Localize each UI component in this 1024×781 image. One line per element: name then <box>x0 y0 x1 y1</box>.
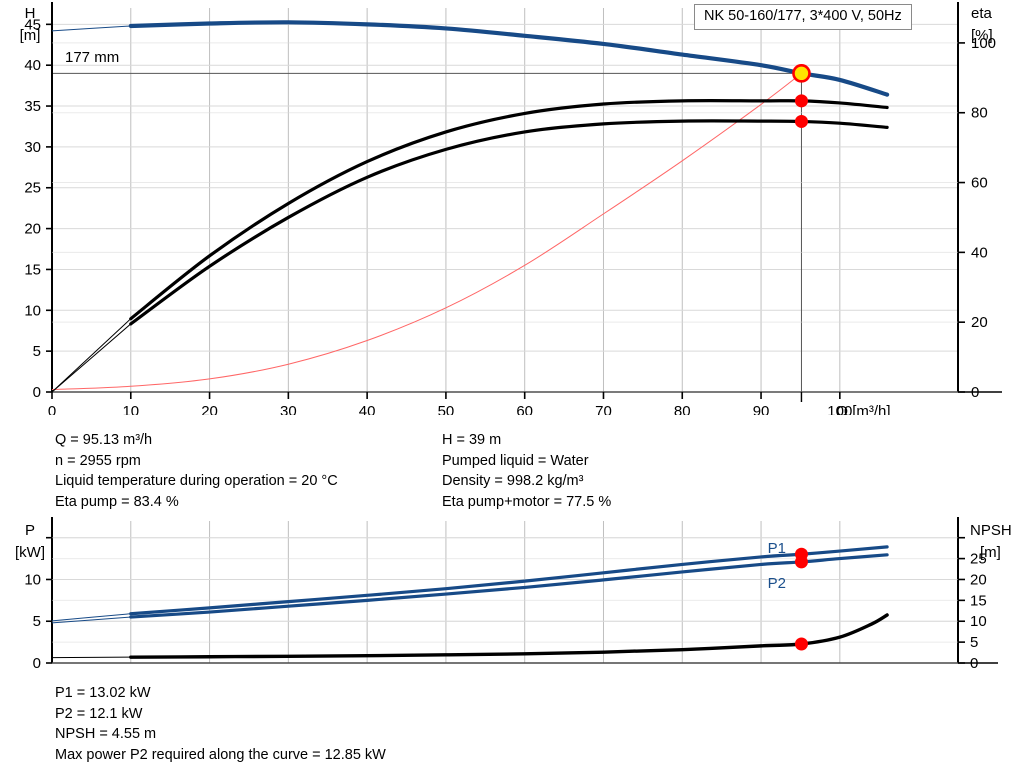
p2-curve-label: P2 <box>768 575 786 592</box>
power-y-tick-label: 10 <box>24 571 41 588</box>
operating-data-eta-pump-motor: Eta pump+motor = 77.5 % <box>442 493 612 510</box>
eta-y-tick-label: 100 <box>971 35 996 52</box>
eta-y-tick-label: 80 <box>971 105 988 122</box>
x-tick-label: 20 <box>201 403 218 415</box>
eta-curve-thin-pump <box>51 318 132 393</box>
impeller-size-label: 177 mm <box>65 49 119 66</box>
operating-data-flow: Q = 95.13 m³/h <box>55 432 153 448</box>
power-y-tick-label: 5 <box>33 613 41 630</box>
x-tick-label: 100 <box>827 403 852 415</box>
head-y-tick-label: 35 <box>24 98 41 115</box>
head-y-tick-label: 15 <box>24 261 41 278</box>
head-y-tick-label: 0 <box>33 384 41 401</box>
operating-data-eta-pump: Eta pump = 83.4 % <box>55 493 179 510</box>
result-p2: P2 = 12.1 kW <box>55 705 143 722</box>
head-curve-thin <box>51 25 131 32</box>
p1-curve-label: P1 <box>768 540 786 557</box>
x-tick-label: 50 <box>438 403 455 415</box>
npsh-y-tick-label: 0 <box>970 655 978 672</box>
curve-thin-p1 <box>51 613 131 622</box>
x-tick-label: 40 <box>359 403 376 415</box>
head-y-tick-label: 30 <box>24 139 41 156</box>
head-y-tick-label: 45 <box>24 16 41 33</box>
eta-y-tick-label: 40 <box>971 244 988 261</box>
duty-marker-eta-pump <box>794 94 808 108</box>
head-efficiency-chart: 0 5 10 15 20 25 30 35 40 45 0 20 40 60 80 100 0 10 20 30 40 5… <box>20 2 1002 415</box>
npsh-y-tick-label: 5 <box>970 634 978 651</box>
head-y-tick-label: 10 <box>24 302 41 319</box>
eta-curve-thin-pump-motor <box>51 323 132 393</box>
head-axis-unit: [m] <box>20 27 41 44</box>
npsh-axis-unit: [m] <box>980 544 1001 561</box>
power-axis-name: P <box>25 522 35 539</box>
head-y-tick-label: 40 <box>24 57 41 74</box>
x-tick-label: 30 <box>280 403 297 415</box>
x-tick-label: 60 <box>516 403 533 415</box>
x-tick-label: 10 <box>122 403 139 415</box>
power-axis-unit: [kW] <box>15 544 45 561</box>
npsh-y-tick-label: 25 <box>970 551 987 568</box>
eta-curve-pump-motor <box>129 119 889 326</box>
head-y-tick-label: 5 <box>33 343 41 360</box>
power-y-tick-label: 0 <box>33 655 41 672</box>
power-npsh-chart: 0 5 10 0 5 10 15 20 25 P [kW] NPSH [m] P1 P2 <box>15 517 1012 672</box>
eta-axis-unit: [%] <box>971 27 993 44</box>
eta-axis-name: eta <box>971 5 993 22</box>
duty-marker-npsh <box>794 637 808 651</box>
head-chart-group: 0 5 10 15 20 25 30 35 40 45 0 20 40 60 80 100 0 10 20 30 40 5… <box>20 2 1002 415</box>
x-tick-label: 0 <box>48 403 56 415</box>
duty-point-marker <box>792 64 811 83</box>
operating-data-right: H = 39 m Pumped liquid = Water Density =… <box>442 430 611 512</box>
eta-y-tick-label: 20 <box>971 314 988 331</box>
pump-model-title: NK 50-160/177, 3*400 V, 50Hz <box>704 8 902 24</box>
operating-data-liquid: Pumped liquid = Water <box>442 452 589 469</box>
x-axis-label: Q [m³/h] <box>836 403 890 415</box>
head-y-tick-label: 25 <box>24 180 41 197</box>
operating-data-head: H = 39 m <box>442 432 502 448</box>
result-max-power: Max power P2 required along the curve = … <box>55 746 386 763</box>
curve-thin-p2 <box>51 616 131 624</box>
head-y-tick-label: 20 <box>24 221 41 238</box>
x-tick-label: 70 <box>595 403 612 415</box>
head-axis-name: H <box>25 5 36 22</box>
head-curve <box>128 20 890 97</box>
npsh-curve <box>129 613 889 659</box>
npsh-axis-name: NPSH <box>970 522 1012 539</box>
results-block: P1 = 13.02 kW P2 = 12.1 kW NPSH = 4.55 m… <box>55 683 386 765</box>
pump-model-title-box: NK 50-160/177, 3*400 V, 50Hz <box>694 4 912 30</box>
duty-marker-p2 <box>794 555 808 569</box>
npsh-y-tick-label: 20 <box>970 571 987 588</box>
npsh-y-tick-label: 10 <box>970 613 987 630</box>
result-npsh: NPSH = 4.55 m <box>55 726 157 742</box>
x-tick-label: 80 <box>674 403 691 415</box>
power-red-curve <box>51 72 802 391</box>
operating-data-speed: n = 2955 rpm <box>55 452 141 469</box>
power-chart-group: 0 5 10 0 5 10 15 20 25 P [kW] NPSH [m] P1 P2 <box>15 517 1012 672</box>
operating-data-left: Q = 95.13 m³/h n = 2955 rpm Liquid tempe… <box>55 430 338 512</box>
operating-data-temperature: Liquid temperature during operation = 20… <box>55 473 338 489</box>
duty-marker-eta-pump-motor <box>794 114 808 128</box>
operating-data-density: Density = 998.2 kg/m³ <box>442 473 584 489</box>
npsh-y-tick-label: 15 <box>970 592 987 609</box>
eta-y-tick-label: 60 <box>971 175 988 192</box>
x-tick-label: 90 <box>753 403 770 415</box>
eta-y-tick-label: 0 <box>971 384 979 401</box>
result-p1: P1 = 13.02 kW <box>55 685 151 701</box>
